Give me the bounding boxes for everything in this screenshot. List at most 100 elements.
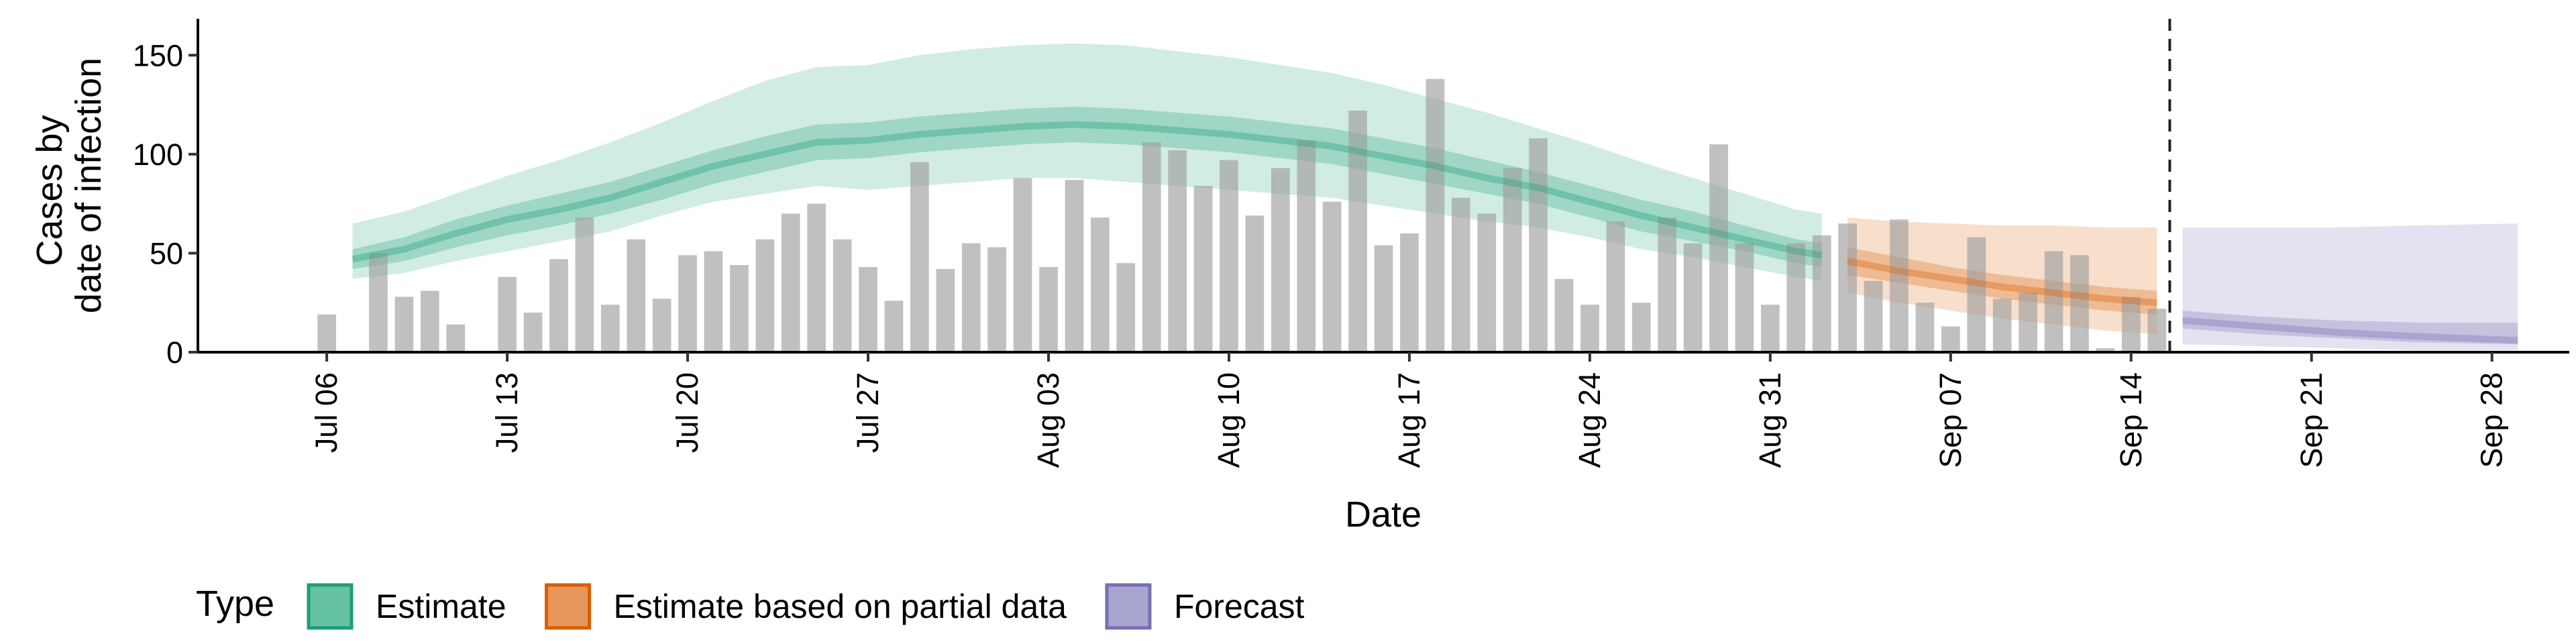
bar [1580, 305, 1599, 352]
bar [1451, 197, 1470, 352]
x-axis-ticks: Jul 06 Jul 13 Jul 20 Jul 27 Aug 03 Aug 10 Aug … [309, 352, 2509, 468]
bar [1529, 138, 1548, 352]
x-tick-label: Sep 07 [1933, 372, 1968, 468]
bar [1683, 243, 1703, 352]
bar [1915, 303, 1935, 352]
legend: Type Estimate Estimate based on partial d… [196, 583, 1305, 630]
bar [1220, 160, 1238, 352]
bar [627, 239, 646, 352]
x-tick-label: Jul 20 [670, 372, 704, 453]
legend-swatch [307, 583, 354, 630]
bar [1271, 168, 1290, 352]
y-axis-title: Cases by date of infection [30, 58, 109, 313]
x-tick-label: Aug 31 [1753, 372, 1787, 468]
bar [1245, 215, 1265, 352]
bar [1297, 140, 1316, 352]
bar [704, 251, 723, 352]
bar [1374, 245, 1393, 352]
x-tick-label: Jul 13 [490, 372, 524, 453]
bar [1348, 110, 1367, 352]
median-line-2 [2182, 317, 2518, 344]
bar [807, 203, 826, 352]
bar [1013, 178, 1032, 352]
bar [549, 259, 568, 352]
bar [1503, 168, 1522, 352]
axes-layer [197, 19, 2569, 354]
bar [2044, 251, 2063, 352]
bar [1941, 326, 1960, 352]
bar [678, 255, 697, 352]
bar [1116, 263, 1136, 352]
bar [1091, 217, 1110, 352]
bar [987, 247, 1006, 352]
bar [1554, 278, 1574, 352]
bar [1992, 299, 2012, 352]
bar [1065, 180, 1084, 352]
bar [600, 305, 620, 352]
bar [1606, 221, 1625, 352]
ribbon-90-0 [352, 43, 1822, 281]
bar [2070, 255, 2089, 352]
legend-swatch [545, 583, 592, 630]
bar [1709, 144, 1728, 352]
legend-entry: Estimate based on partial data [545, 583, 1067, 630]
legend-label: Estimate [376, 588, 506, 625]
bar [1761, 305, 1780, 352]
x-tick-label: Aug 24 [1572, 372, 1607, 468]
bar [730, 265, 749, 352]
y-tick-label: 50 [150, 236, 183, 270]
ribbon-50-0 [352, 107, 1822, 269]
x-tick-label: Sep 14 [2114, 372, 2148, 468]
median-line-1 [1847, 258, 2157, 307]
y-axis-title-line2: date of infection [68, 58, 109, 313]
ribbon-90-2 [2182, 223, 2518, 350]
bar [1786, 243, 1806, 352]
bar [1967, 237, 1986, 352]
bar [961, 243, 981, 352]
legend-entry: Forecast [1105, 583, 1305, 630]
bar [1631, 303, 1651, 352]
bar [1812, 235, 1831, 352]
bar [859, 267, 877, 352]
bar [446, 324, 466, 352]
y-tick-label: 0 [166, 335, 183, 370]
bar [755, 239, 775, 352]
bar [1735, 243, 1754, 352]
bar [1477, 213, 1497, 352]
legend-swatch [1105, 583, 1152, 630]
bar [1890, 219, 1909, 352]
x-tick-label: Aug 17 [1392, 372, 1426, 468]
y-tick-label: 100 [133, 138, 183, 172]
ribbon-50-2 [2182, 311, 2518, 345]
bar [1142, 142, 1161, 352]
x-tick-label: Jul 27 [851, 372, 885, 453]
bar [1193, 186, 1213, 352]
bar [1838, 223, 1857, 352]
x-tick-label: Jul 06 [309, 372, 343, 453]
bar [781, 213, 800, 352]
median-lines-layer [352, 121, 2518, 344]
bar [575, 217, 594, 352]
bar [2122, 297, 2141, 352]
legend-title: Type [196, 584, 274, 624]
bar [833, 239, 852, 352]
y-tick-label: 150 [133, 38, 183, 72]
x-axis-title: Date [1345, 494, 1421, 535]
bar [1039, 267, 1058, 352]
bar [394, 297, 414, 352]
bar [498, 276, 517, 352]
bars-layer [317, 78, 2167, 352]
bar [1322, 201, 1342, 352]
bar [910, 162, 929, 352]
bar [421, 290, 439, 352]
x-tick-label: Aug 03 [1031, 372, 1065, 468]
bar [1400, 233, 1419, 352]
bar [1658, 217, 1676, 352]
bar [1864, 280, 1883, 352]
y-axis-title-line1: Cases by [30, 115, 70, 266]
legend-entry: Estimate [307, 583, 506, 630]
bar [2147, 309, 2167, 352]
bar [884, 301, 904, 352]
bar [2019, 292, 2037, 352]
